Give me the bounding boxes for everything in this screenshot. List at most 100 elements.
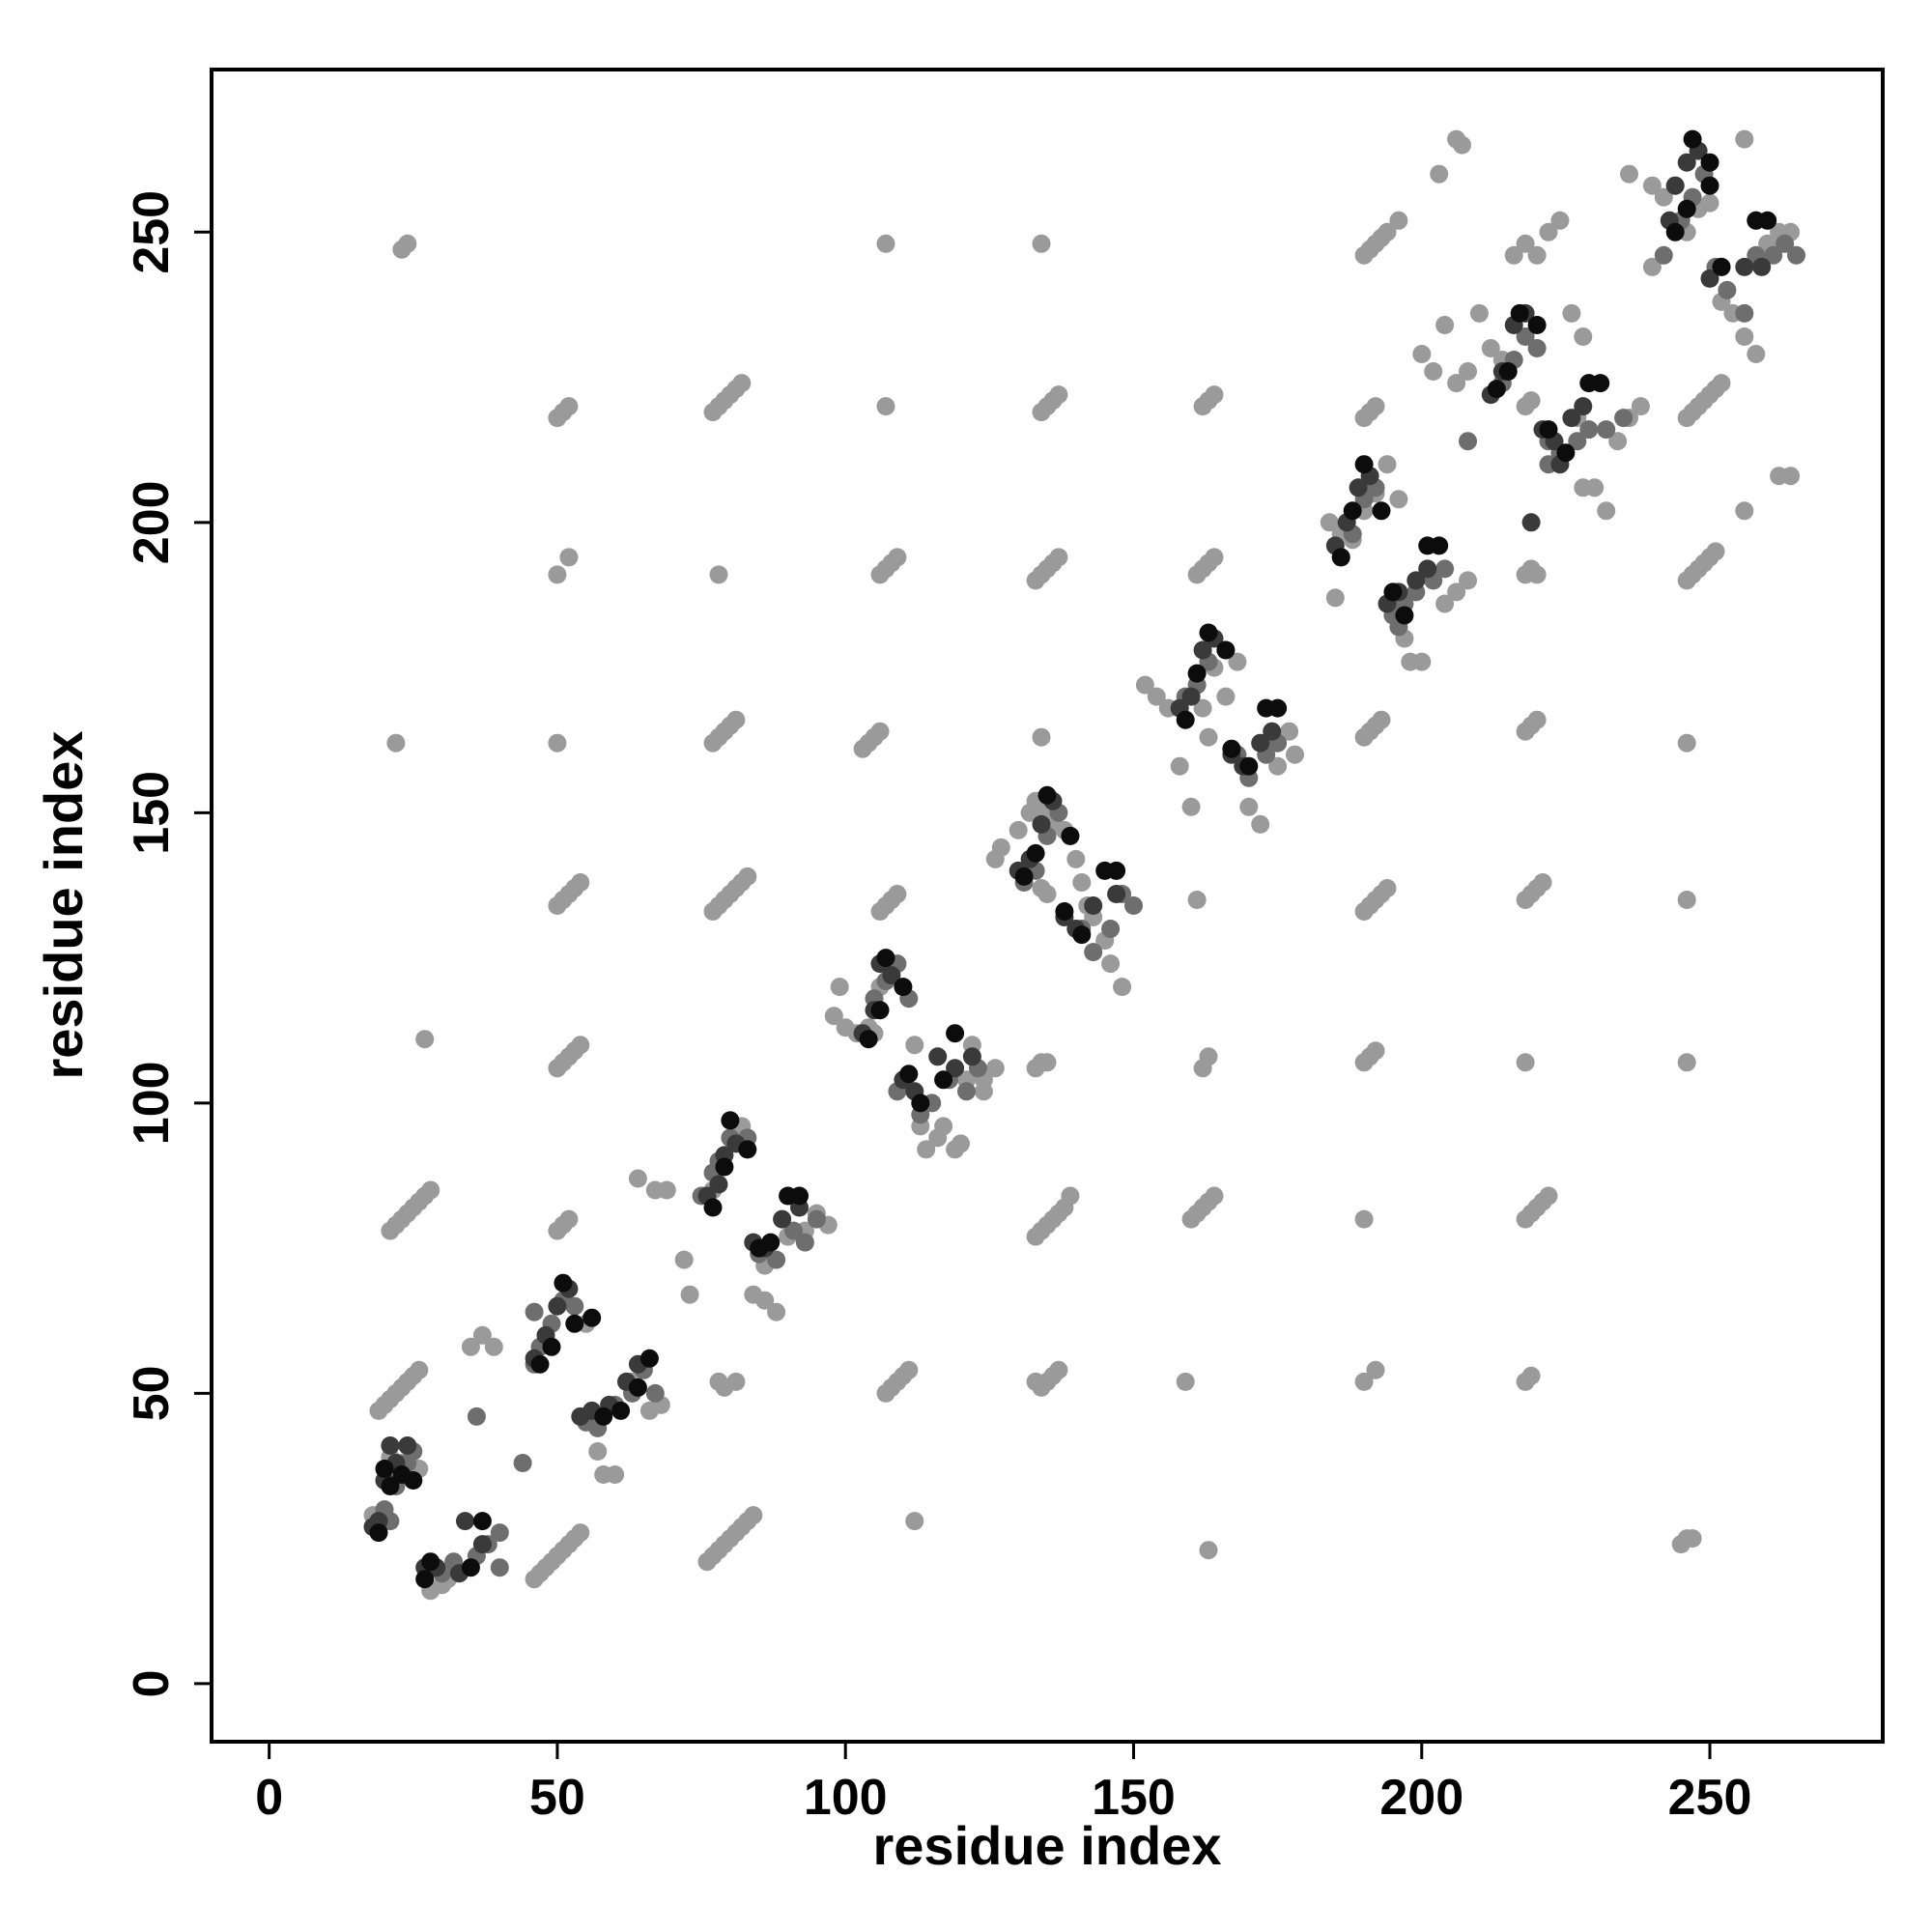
data-point-mid [807, 1209, 826, 1229]
data-point-light [1521, 1366, 1541, 1385]
data-point-black [1176, 710, 1195, 729]
data-point-black [870, 1001, 890, 1020]
data-point-light [1735, 129, 1754, 149]
data-point-mid [767, 1250, 786, 1269]
x-tick-label: 0 [255, 1770, 283, 1826]
data-point-light [421, 1180, 440, 1200]
data-point-light [1516, 234, 1535, 253]
data-point-black [1510, 303, 1529, 323]
data-point-dark [1084, 896, 1103, 915]
data-point-light [1527, 245, 1547, 265]
data-point-black [611, 1401, 631, 1420]
data-point-light [876, 234, 895, 253]
x-axis: 0 50 100 150 200 250 [255, 1742, 1751, 1826]
data-point-light [1372, 710, 1391, 729]
data-point-light [559, 1209, 579, 1229]
data-point-mid [1527, 339, 1547, 357]
data-point-light [1187, 891, 1207, 909]
data-point-black [381, 1477, 400, 1495]
y-axis: 0 50 100 150 200 250 [124, 190, 212, 1697]
data-point-black [1331, 548, 1350, 567]
data-point-mid [1614, 409, 1634, 428]
data-point-light [1781, 467, 1801, 486]
data-point-dark [882, 966, 901, 985]
data-point-light [628, 1169, 647, 1188]
data-point-light [824, 1007, 843, 1026]
data-point-dark [1418, 559, 1437, 579]
data-point-mid [525, 1302, 544, 1321]
data-point-black [1700, 153, 1719, 172]
data-point-light [1447, 374, 1466, 393]
data-point-black [876, 949, 895, 968]
data-point-light [1562, 303, 1581, 323]
y-tick-label: 0 [124, 1669, 180, 1697]
data-point-light [398, 234, 417, 253]
plot-frame [210, 68, 1885, 1744]
data-point-light [1430, 164, 1449, 184]
data-point-black [472, 1512, 492, 1531]
data-point-light [1683, 1529, 1702, 1548]
data-point-black [1758, 211, 1777, 230]
data-point-light [738, 867, 757, 886]
data-point-light [606, 1465, 625, 1484]
x-tick-label: 150 [1092, 1770, 1176, 1826]
data-point-mid [1787, 245, 1805, 265]
data-point-dark [1181, 687, 1201, 706]
data-point-light [1228, 652, 1247, 671]
data-point-black [1268, 698, 1288, 718]
data-point-light [1066, 849, 1086, 868]
data-point-light [1574, 327, 1593, 346]
data-point-black [703, 1198, 723, 1217]
data-point-light [559, 397, 579, 416]
data-point-black [1199, 623, 1218, 642]
data-point-light [744, 1506, 763, 1525]
y-tick-label: 150 [124, 771, 180, 855]
data-point-black [1372, 501, 1391, 521]
data-point-mid [1654, 245, 1673, 265]
data-point-light [1049, 1360, 1068, 1379]
data-point-mid [490, 1558, 509, 1577]
data-point-light [1677, 733, 1696, 753]
data-point-dark [456, 1512, 474, 1531]
y-tick-label: 250 [124, 190, 180, 274]
data-point-light [870, 722, 890, 741]
data-point-black [1527, 316, 1547, 334]
data-point-light [888, 548, 907, 567]
data-point-light [1193, 698, 1212, 718]
data-point-light [1521, 391, 1541, 411]
data-point-black [404, 1471, 423, 1490]
data-point-mid [1568, 432, 1587, 451]
scatter-points [363, 129, 1805, 1601]
data-point-light [1412, 652, 1432, 671]
data-point-black [1061, 826, 1080, 845]
data-point-light [1147, 687, 1166, 706]
data-point-light [1061, 1186, 1080, 1206]
data-point-mid [1516, 327, 1535, 346]
data-point-light [1608, 432, 1628, 451]
data-point-dark [548, 1296, 567, 1316]
data-point-light [1378, 879, 1397, 897]
x-tick-label: 250 [1668, 1770, 1752, 1826]
data-point-black [715, 1157, 734, 1177]
data-point-light [1049, 385, 1068, 405]
data-point-light [1550, 211, 1570, 230]
data-point-light [1435, 594, 1455, 613]
data-point-mid [784, 1221, 803, 1240]
data-point-mid [513, 1454, 532, 1472]
data-point-light [461, 1337, 480, 1356]
data-point-light [1642, 257, 1662, 276]
data-point-light [888, 885, 907, 903]
data-point-black [565, 1314, 584, 1333]
data-point-mid [1101, 920, 1121, 938]
data-point-black [639, 1349, 659, 1368]
data-point-light [410, 1360, 429, 1379]
data-point-light [1199, 727, 1218, 747]
data-point-light [571, 1523, 590, 1543]
data-point-dark [1735, 257, 1754, 276]
data-point-light [548, 565, 567, 584]
data-point-light [899, 1360, 919, 1379]
data-point-black [530, 1354, 550, 1374]
data-point-dark [398, 1436, 417, 1455]
data-point-mid [1124, 896, 1143, 915]
